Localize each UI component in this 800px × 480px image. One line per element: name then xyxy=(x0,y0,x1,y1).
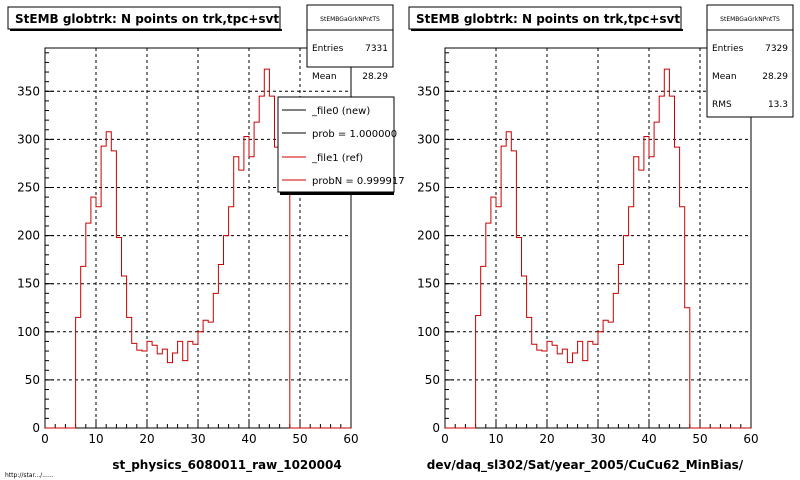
stats-name: StEMBGaGrkNPntTS xyxy=(320,16,380,23)
stats-rms-value: 13.3 xyxy=(768,100,788,110)
y-tick-label: 150 xyxy=(417,277,440,291)
y-tick-label: 100 xyxy=(17,325,40,339)
x-tick-label: 40 xyxy=(641,432,656,446)
y-tick-label: 50 xyxy=(425,373,440,387)
histogram-panel-left: 0 10 20 30 40 50 60 0 50 100 150 200 250 300 350 StEMB… xyxy=(7,4,405,473)
x-tick-label: 30 xyxy=(190,432,205,446)
title-box-shadow xyxy=(411,29,683,31)
x-axis-label: dev/daq_sl302/Sat/year_2005/CuCu62_MinBi… xyxy=(427,458,744,473)
legend-label-1: prob = 1.000000 xyxy=(312,129,397,140)
y-tick-label: 300 xyxy=(17,132,40,146)
x-tick-label: 20 xyxy=(539,432,554,446)
x-tick-label: 30 xyxy=(590,432,605,446)
chart-title: StEMB globtrk: N points on trk,tpc+svt xyxy=(15,12,279,26)
stats-mean-value: 28.29 xyxy=(762,72,788,82)
legend-shadow xyxy=(280,192,394,195)
stats-mean-value: 28.29 xyxy=(362,72,388,82)
title-box-shadow xyxy=(10,29,282,31)
y-tick-label: 250 xyxy=(17,180,40,194)
x-tick-label: 10 xyxy=(88,432,103,446)
y-tick-label: 200 xyxy=(417,229,440,243)
y-tick-label: 100 xyxy=(417,325,440,339)
x-tick-label: 0 xyxy=(41,432,49,446)
x-tick-label: 60 xyxy=(743,432,758,446)
y-tick-label: 0 xyxy=(432,421,440,435)
x-tick-label: 0 xyxy=(441,432,449,446)
legend-label-3: probN = 0.999917 xyxy=(312,176,405,187)
x-tick-label: 10 xyxy=(488,432,503,446)
stats-mean-label: Mean xyxy=(712,72,737,82)
axis-ticks: 0 10 20 30 40 50 60 0 50 100 150 200 250 300 350 xyxy=(417,52,759,446)
stats-entries-label: Entries xyxy=(712,44,744,54)
legend-label-2: _file1 (ref) xyxy=(311,153,363,164)
histogram-step-line xyxy=(445,68,751,429)
legend-box xyxy=(277,96,395,193)
stats-entries-value: 7331 xyxy=(365,44,388,54)
grid-lines xyxy=(445,48,751,428)
y-tick-label: 200 xyxy=(17,229,40,243)
y-tick-label: 250 xyxy=(417,180,440,194)
grid-lines xyxy=(45,48,351,428)
y-tick-label: 50 xyxy=(25,373,40,387)
x-tick-label: 40 xyxy=(241,432,256,446)
stats-box xyxy=(706,4,794,118)
stats-entries-label: Entries xyxy=(312,44,344,54)
y-tick-label: 300 xyxy=(417,132,440,146)
x-tick-label: 50 xyxy=(292,432,307,446)
stats-box xyxy=(306,4,394,68)
stats-entries-value: 7329 xyxy=(765,44,788,54)
x-tick-label: 50 xyxy=(692,432,707,446)
histogram-panel-right: 0 10 20 30 40 50 60 0 50 100 150 200 250 300 350 StEMB… xyxy=(408,4,794,473)
chart-title: StEMB globtrk: N points on trk,tpc+svt xyxy=(416,12,680,26)
stats-name: StEMBGaGrkNPntTS xyxy=(720,16,780,23)
histogram-series xyxy=(445,68,751,429)
x-tick-label: 60 xyxy=(343,432,358,446)
stats-mean-label: Mean xyxy=(312,72,337,82)
x-tick-label: 20 xyxy=(139,432,154,446)
axis-ticks: 0 10 20 30 40 50 60 0 50 100 150 200 250 300 350 xyxy=(17,52,359,446)
y-tick-label: 150 xyxy=(17,277,40,291)
legend-label-0: _file0 (new) xyxy=(311,106,370,117)
y-tick-label: 350 xyxy=(17,84,40,98)
x-axis-label: st_physics_6080011_raw_1020004 xyxy=(112,458,341,473)
footer-text: http://star.../...... xyxy=(5,472,54,479)
stats-rms-label: RMS xyxy=(712,100,732,110)
y-tick-label: 0 xyxy=(32,421,40,435)
y-tick-label: 350 xyxy=(417,84,440,98)
legend: _file0 (new) prob = 1.000000 _file1 (ref… xyxy=(277,96,405,195)
